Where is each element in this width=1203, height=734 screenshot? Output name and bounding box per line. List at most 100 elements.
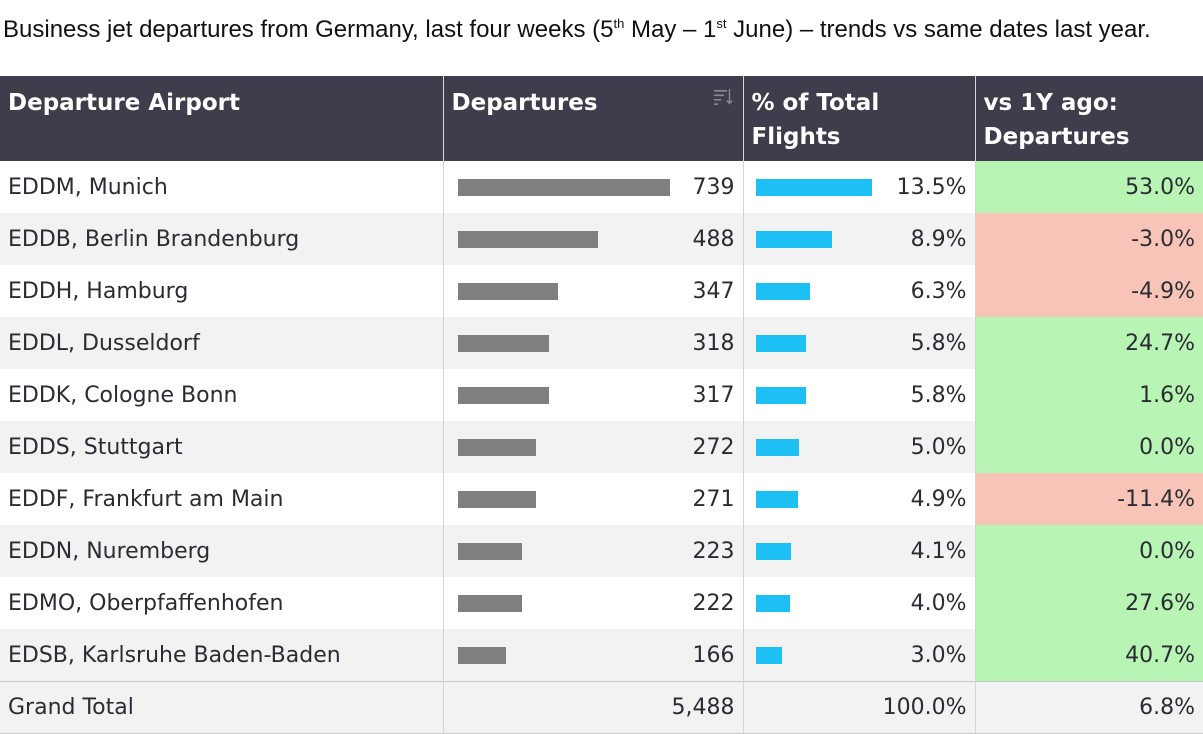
departures-value: 223: [692, 538, 735, 564]
pct-total-bar: [755, 594, 790, 612]
departures-cell: 166: [443, 629, 744, 682]
vs-1y-value: 24.7%: [975, 317, 1203, 369]
pct-total-cell: 13.5%: [743, 161, 976, 213]
departures-value: 347: [692, 278, 735, 304]
grand-total-departures: 5,488: [443, 681, 744, 734]
pct-total-bar: [755, 646, 782, 664]
airport-name: EDDM, Munich: [0, 161, 444, 213]
header-row: Departure Airport Departures % of Total …: [0, 76, 1203, 161]
header-departure-airport[interactable]: Departure Airport: [0, 76, 444, 161]
chart-title: Business jet departures from Germany, la…: [3, 16, 1151, 43]
departures-bar: [457, 178, 670, 196]
grand-total-vs: 6.8%: [975, 681, 1203, 734]
pct-total-bar: [755, 282, 810, 300]
departures-bar: [457, 542, 522, 560]
table-row: EDDK, Cologne Bonn 317 5.8% 1.6%: [0, 369, 1203, 421]
departures-cell: 272: [443, 421, 744, 473]
pct-total-value: 4.0%: [910, 590, 967, 616]
header-departures-label: Departures: [451, 90, 598, 116]
pct-total-value: 6.3%: [910, 278, 967, 304]
pct-total-cell: 5.8%: [743, 317, 976, 369]
pct-total-cell: 8.9%: [743, 213, 976, 265]
departures-bar: [457, 282, 558, 300]
vs-1y-value: -4.9%: [975, 265, 1203, 317]
departures-cell: 271: [443, 473, 744, 525]
table-row: EDDL, Dusseldorf 318 5.8% 24.7%: [0, 317, 1203, 369]
grand-total-pct: 100.0%: [743, 681, 976, 734]
table-row: EDDN, Nuremberg 223 4.1% 0.0%: [0, 525, 1203, 577]
pct-total-cell: 6.3%: [743, 265, 976, 317]
header-departures[interactable]: Departures: [443, 76, 744, 161]
airport-name: EDDB, Berlin Brandenburg: [0, 213, 444, 265]
table-row: EDDF, Frankfurt am Main 271 4.9% -11.4%: [0, 473, 1203, 525]
pct-total-cell: 5.0%: [743, 421, 976, 473]
table-row: EDMO, Oberpfaffenhofen 222 4.0% 27.6%: [0, 577, 1203, 629]
pct-total-cell: 4.1%: [743, 525, 976, 577]
departures-cell: 318: [443, 317, 744, 369]
table-row: EDSB, Karlsruhe Baden-Baden 166 3.0% 40.7%: [0, 629, 1203, 682]
departures-cell: 317: [443, 369, 744, 421]
departures-value: 317: [692, 382, 735, 408]
departures-cell: 739: [443, 161, 744, 213]
departures-cell: 223: [443, 525, 744, 577]
header-vs-1y[interactable]: vs 1Y ago: Departures: [975, 76, 1203, 161]
pct-total-value: 5.0%: [910, 434, 967, 460]
pct-total-cell: 4.9%: [743, 473, 976, 525]
vs-1y-value: -3.0%: [975, 213, 1203, 265]
departures-bar: [457, 594, 522, 612]
pct-total-bar: [755, 230, 832, 248]
pct-total-bar: [755, 542, 791, 560]
airport-name: EDDK, Cologne Bonn: [0, 369, 444, 421]
pct-total-cell: 3.0%: [743, 629, 976, 682]
pct-total-value: 4.1%: [910, 538, 967, 564]
pct-total-value: 8.9%: [910, 226, 967, 252]
departures-bar: [457, 438, 536, 456]
pct-total-bar: [755, 334, 806, 352]
departures-bar: [457, 490, 536, 508]
airport-name: EDDL, Dusseldorf: [0, 317, 444, 369]
airport-name: EDDF, Frankfurt am Main: [0, 473, 444, 525]
airport-name: EDDN, Nuremberg: [0, 525, 444, 577]
departures-value: 272: [692, 434, 735, 460]
grand-total-row: Grand Total 5,488 100.0% 6.8%: [0, 681, 1203, 734]
departures-bar: [457, 646, 506, 664]
pct-total-value: 13.5%: [896, 174, 967, 200]
pct-total-cell: 5.8%: [743, 369, 976, 421]
header-pct-total[interactable]: % of Total Flights: [743, 76, 976, 161]
airport-name: EDDS, Stuttgart: [0, 421, 444, 473]
pct-total-value: 3.0%: [910, 642, 967, 668]
vs-1y-value: 0.0%: [975, 525, 1203, 577]
pct-total-cell: 4.0%: [743, 577, 976, 629]
pct-total-bar: [755, 438, 799, 456]
airport-name: EDMO, Oberpfaffenhofen: [0, 577, 444, 629]
table-row: EDDH, Hamburg 347 6.3% -4.9%: [0, 265, 1203, 317]
pct-total-bar: [755, 490, 798, 508]
pct-total-bar: [755, 386, 806, 404]
vs-1y-value: 1.6%: [975, 369, 1203, 421]
vs-1y-value: 53.0%: [975, 161, 1203, 213]
sort-descending-icon[interactable]: [713, 88, 733, 106]
departures-value: 739: [692, 174, 735, 200]
departures-bar: [457, 230, 598, 248]
vs-1y-value: 0.0%: [975, 421, 1203, 473]
pct-total-value: 4.9%: [910, 486, 967, 512]
table-row: EDDM, Munich 739 13.5% 53.0%: [0, 161, 1203, 213]
departures-bar: [457, 334, 549, 352]
departures-value: 166: [692, 642, 735, 668]
grand-total-label: Grand Total: [0, 681, 444, 734]
airport-name: EDDH, Hamburg: [0, 265, 444, 317]
departures-cell: 222: [443, 577, 744, 629]
table-row: EDDS, Stuttgart 272 5.0% 0.0%: [0, 421, 1203, 473]
departures-value: 271: [692, 486, 735, 512]
pct-total-value: 5.8%: [910, 382, 967, 408]
vs-1y-value: 27.6%: [975, 577, 1203, 629]
pct-total-bar: [755, 178, 872, 196]
departures-bar: [457, 386, 549, 404]
departures-value: 222: [692, 590, 735, 616]
pct-total-value: 5.8%: [910, 330, 967, 356]
airport-name: EDSB, Karlsruhe Baden-Baden: [0, 629, 444, 682]
departures-table: Departure Airport Departures % of Total …: [0, 76, 1203, 734]
departures-value: 488: [692, 226, 735, 252]
table-row: EDDB, Berlin Brandenburg 488 8.9% -3.0%: [0, 213, 1203, 265]
departures-cell: 347: [443, 265, 744, 317]
